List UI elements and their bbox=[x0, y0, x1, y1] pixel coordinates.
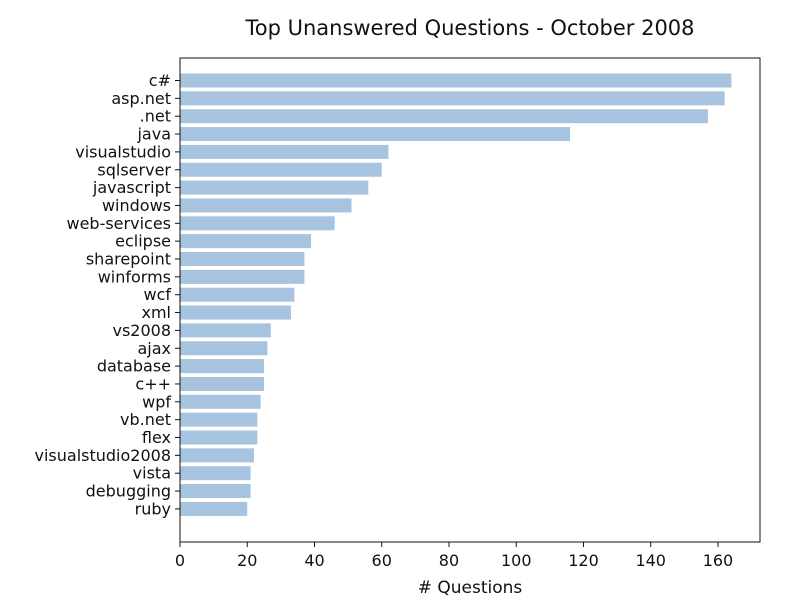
bar-18 bbox=[180, 394, 261, 409]
bar-24 bbox=[180, 501, 248, 516]
bar-8 bbox=[180, 216, 335, 231]
y-tick-label-12: wcf bbox=[143, 285, 171, 304]
y-tick-label-10: sharepoint bbox=[86, 250, 171, 269]
bar-10 bbox=[180, 252, 305, 266]
x-tick-label-4: 80 bbox=[439, 551, 459, 570]
bar-11 bbox=[180, 269, 305, 284]
bar-20 bbox=[180, 430, 258, 445]
x-tick-label-5: 100 bbox=[501, 551, 532, 570]
y-tick-label-19: vb.net bbox=[120, 410, 171, 429]
bar-5 bbox=[180, 162, 382, 177]
x-axis-label: # Questions bbox=[417, 578, 523, 598]
y-tick-label-23: debugging bbox=[86, 482, 171, 501]
chart-title: Top Unanswered Questions - October 2008 bbox=[245, 16, 695, 40]
bar-13 bbox=[180, 305, 291, 320]
y-tick-label-8: web-services bbox=[66, 214, 171, 233]
bar-6 bbox=[180, 180, 369, 195]
y-tick-label-16: database bbox=[97, 357, 171, 376]
x-tick-label-2: 40 bbox=[304, 551, 324, 570]
x-tick-label-6: 120 bbox=[568, 551, 599, 570]
bar-0 bbox=[180, 73, 732, 88]
bar-21 bbox=[180, 448, 254, 463]
y-tick-label-22: vista bbox=[133, 464, 171, 483]
bar-12 bbox=[180, 287, 295, 302]
y-tick-label-24: ruby bbox=[135, 499, 171, 518]
x-tick-label-1: 20 bbox=[237, 551, 257, 570]
y-tick-label-4: visualstudio bbox=[75, 142, 171, 161]
bar-2 bbox=[180, 109, 708, 124]
bar-22 bbox=[180, 466, 251, 481]
y-tick-label-1: asp.net bbox=[111, 89, 171, 108]
x-tick-label-3: 60 bbox=[372, 551, 392, 570]
bar-17 bbox=[180, 376, 265, 391]
y-tick-label-3: java bbox=[136, 125, 171, 144]
y-tick-label-11: winforms bbox=[98, 267, 171, 286]
y-tick-label-13: xml bbox=[142, 303, 172, 322]
bar-4 bbox=[180, 144, 389, 159]
y-tick-label-7: windows bbox=[102, 196, 171, 215]
y-tick-label-14: vs2008 bbox=[112, 321, 171, 340]
y-tick-label-17: c++ bbox=[135, 374, 171, 393]
bar-16 bbox=[180, 359, 265, 374]
y-tick-label-6: javascript bbox=[92, 178, 171, 197]
x-tick-label-7: 140 bbox=[635, 551, 666, 570]
bar-3 bbox=[180, 127, 571, 142]
x-tick-label-0: 0 bbox=[175, 551, 185, 570]
y-tick-label-21: visualstudio2008 bbox=[35, 446, 172, 465]
bar-1 bbox=[180, 91, 725, 106]
y-tick-label-0: c# bbox=[149, 71, 171, 90]
plot-frame bbox=[179, 57, 761, 543]
bar-15 bbox=[180, 341, 268, 356]
y-tick-label-2: .net bbox=[140, 107, 171, 126]
bar-19 bbox=[180, 412, 258, 427]
y-tick-label-18: wpf bbox=[142, 392, 171, 411]
y-tick-label-9: eclipse bbox=[115, 232, 171, 251]
bar-23 bbox=[180, 484, 251, 499]
bar-7 bbox=[180, 198, 352, 213]
bar-9 bbox=[180, 234, 312, 249]
x-tick-label-8: 160 bbox=[703, 551, 734, 570]
y-tick-label-5: sqlserver bbox=[97, 160, 171, 179]
y-tick-label-15: ajax bbox=[137, 339, 171, 358]
bar-14 bbox=[180, 323, 271, 338]
y-tick-label-20: flex bbox=[142, 428, 171, 447]
